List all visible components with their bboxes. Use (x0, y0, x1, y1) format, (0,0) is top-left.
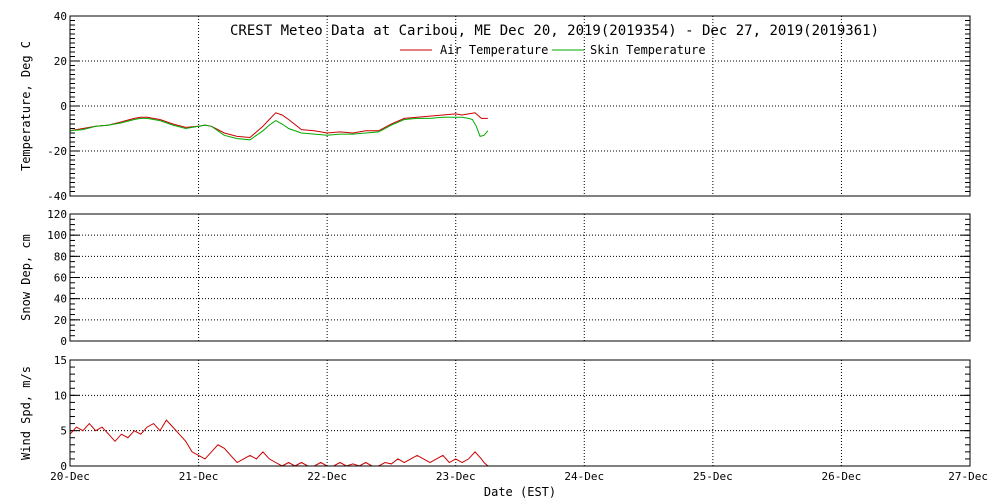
snow-depth-y-tick-label: 60 (54, 272, 67, 285)
x-axis-ticks: 20-Dec 21-Dec 22-Dec 23-Dec 24-Dec 25-Dec 26-D… (50, 470, 988, 483)
wind-speed-panel: 0 5 10 15 Wind Spd, m/s (19, 354, 971, 473)
plot-panels: -40 -20 0 20 40 Temperature, Deg C 0 20 40 60 80 10… (19, 10, 971, 473)
x-tick-label: 24-Dec (564, 470, 604, 483)
x-tick-label: 23-Dec (436, 470, 476, 483)
chart-title: CREST Meteo Data at Caribou, ME Dec 20, … (230, 23, 879, 39)
snow-depth-y-tick-label: 120 (47, 208, 67, 221)
wind-speed-y-tick-label: 0 (60, 460, 67, 473)
x-tick-label: 26-Dec (822, 470, 862, 483)
x-tick-label: 21-Dec (179, 470, 219, 483)
snow-depth-y-tick-label: 20 (54, 314, 67, 327)
snow-depth-y-axis-label: Snow Dep, cm (19, 234, 33, 321)
temperature-frame (69, 15, 971, 197)
x-tick-label: 22-Dec (307, 470, 347, 483)
wind-speed-y-tick-label: 15 (54, 354, 67, 367)
snow-depth-y-tick-label: 100 (47, 229, 67, 242)
wind-speed-y-tick-label: 10 (54, 389, 67, 402)
legend: Air Temperature Skin Temperature (400, 43, 706, 57)
snow-depth-panel: 0 20 40 60 80 100 120 Snow Dep, cm (19, 208, 971, 348)
snow-depth-y-tick-label: 0 (60, 335, 67, 348)
legend-air-label: Air Temperature (440, 43, 548, 57)
temperature-y-tick-label: -20 (47, 145, 67, 158)
x-tick-label: 20-Dec (50, 470, 90, 483)
snow-depth-y-tick-label: 40 (54, 293, 67, 306)
temperature-panel: -40 -20 0 20 40 Temperature, Deg C (19, 10, 971, 203)
x-axis-label: Date (EST) (484, 485, 556, 499)
skin-temperature-series-line (69, 116, 489, 141)
air-temperature-series-line (69, 112, 488, 139)
legend-skin-label: Skin Temperature (590, 43, 706, 57)
snow-depth-y-tick-label: 80 (54, 250, 67, 263)
temperature-y-tick-label: 20 (54, 55, 67, 68)
wind-speed-y-axis-label: Wind Spd, m/s (19, 366, 33, 460)
temperature-y-tick-label: -40 (47, 190, 67, 203)
x-tick-label: 25-Dec (693, 470, 733, 483)
temperature-y-axis-label: Temperature, Deg C (19, 41, 33, 171)
x-tick-label: 27-Dec (948, 470, 988, 483)
temperature-y-tick-label: 40 (54, 10, 67, 23)
temperature-y-tick-label: 0 (60, 100, 67, 113)
snow-depth-frame (69, 213, 971, 342)
wind-speed-frame (69, 359, 971, 467)
wind-speed-y-tick-label: 5 (60, 425, 67, 438)
